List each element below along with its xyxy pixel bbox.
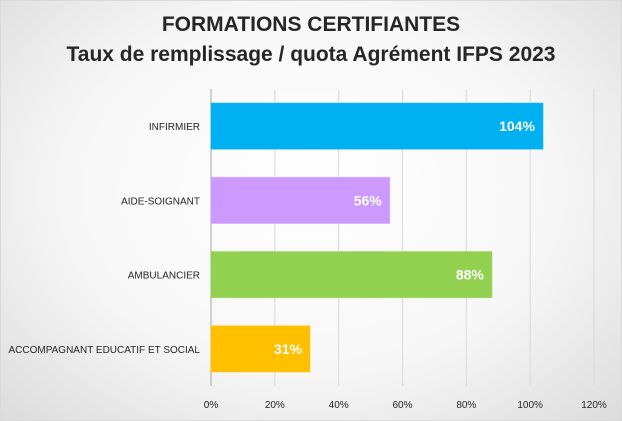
category-label: INFIRMIER bbox=[149, 122, 200, 133]
category-label: AMBULANCIER bbox=[128, 271, 200, 282]
x-tick-label: 100% bbox=[517, 400, 543, 411]
chart-title: FORMATIONS CERTIFIANTES bbox=[161, 13, 461, 36]
x-tick-label: 20% bbox=[265, 400, 285, 411]
data-label: 56% bbox=[354, 192, 383, 208]
bar bbox=[210, 102, 544, 150]
x-tick-label: 60% bbox=[392, 400, 412, 411]
chart-subtitle: Taux de remplissage / quota Agrément IFP… bbox=[66, 43, 556, 66]
bar bbox=[210, 176, 391, 224]
x-tick-label: 40% bbox=[329, 400, 349, 411]
data-label: 104% bbox=[499, 118, 535, 134]
data-label: 31% bbox=[274, 341, 303, 357]
x-tick-label: 80% bbox=[456, 400, 476, 411]
data-label: 88% bbox=[456, 267, 485, 283]
bar bbox=[210, 251, 493, 299]
x-tick-label: 120% bbox=[581, 400, 607, 411]
x-tick-label: 0% bbox=[204, 400, 219, 411]
category-label: AIDE-SOIGNANT bbox=[121, 196, 200, 207]
bar bbox=[210, 325, 311, 373]
category-label: ACCOMPAGNANT EDUCATIF ET SOCIAL bbox=[8, 345, 200, 356]
